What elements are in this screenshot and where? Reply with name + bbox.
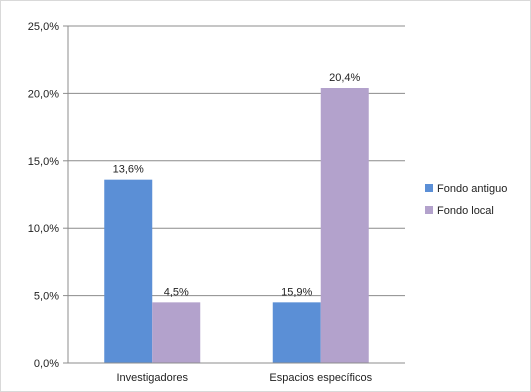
y-axis-ticks: 0,0% 5,0% 10,0% 15,0% 20,0% 25,0%	[28, 21, 68, 370]
legend-label: Fondo local	[437, 205, 494, 217]
y-tick-label: 15,0%	[28, 156, 59, 168]
data-label: 20,4%	[329, 72, 360, 84]
category-labels: Investigadores Espacios específicos	[116, 372, 372, 384]
legend-swatch	[425, 184, 433, 192]
bar	[273, 302, 321, 363]
x-category-label: Investigadores	[116, 372, 188, 384]
bar	[104, 180, 152, 363]
y-tick-label: 25,0%	[28, 21, 59, 33]
x-category-label: Espacios específicos	[269, 372, 372, 384]
bar	[152, 302, 200, 363]
data-label: 4,5%	[164, 286, 189, 298]
bars	[104, 88, 369, 363]
legend-label: Fondo antiguo	[437, 183, 507, 195]
y-tick-label: 0,0%	[34, 358, 59, 370]
legend: Fondo antiguo Fondo local	[425, 183, 507, 217]
y-tick-label: 10,0%	[28, 223, 59, 235]
y-tick-label: 20,0%	[28, 88, 59, 100]
legend-swatch	[425, 206, 433, 214]
data-label: 13,6%	[113, 164, 144, 176]
bar	[321, 88, 369, 363]
y-tick-label: 5,0%	[34, 291, 59, 303]
data-label: 15,9%	[281, 286, 312, 298]
